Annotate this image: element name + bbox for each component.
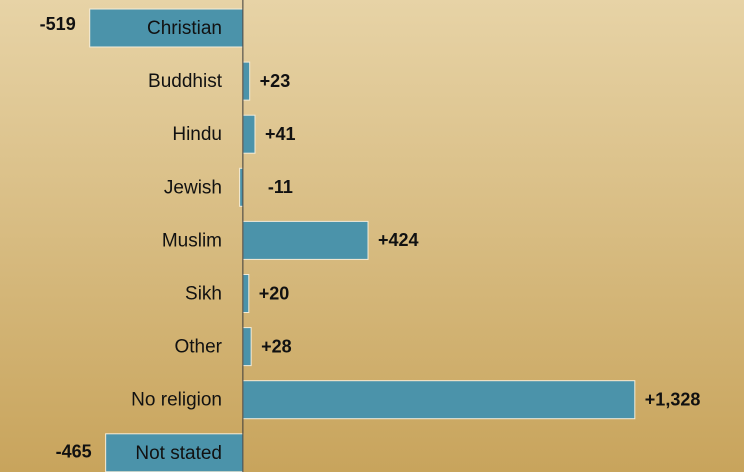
category-label: Sikh: [185, 284, 222, 305]
category-label: Not stated: [135, 443, 222, 464]
category-label: Christian: [147, 18, 222, 39]
bar: [242, 114, 256, 154]
category-label: Jewish: [164, 177, 222, 198]
category-label: Buddhist: [148, 71, 223, 92]
bar: [242, 220, 369, 260]
value-label: +23: [260, 71, 291, 91]
value-label: -519: [40, 14, 76, 34]
value-label: -11: [268, 177, 293, 197]
value-label: +424: [378, 230, 419, 250]
value-label: +20: [259, 283, 290, 303]
category-label: Other: [174, 337, 222, 358]
bar: [89, 8, 244, 48]
category-label: No religion: [131, 390, 222, 411]
value-label: +1,328: [645, 389, 701, 409]
category-label: Muslim: [162, 230, 222, 251]
value-label: +28: [261, 336, 292, 356]
bar: [242, 274, 250, 313]
value-label: -465: [56, 442, 92, 462]
bar: [242, 380, 636, 420]
bar: [242, 327, 252, 367]
category-label: Hindu: [172, 124, 222, 145]
value-label: +41: [265, 124, 296, 144]
bar: [242, 61, 251, 101]
